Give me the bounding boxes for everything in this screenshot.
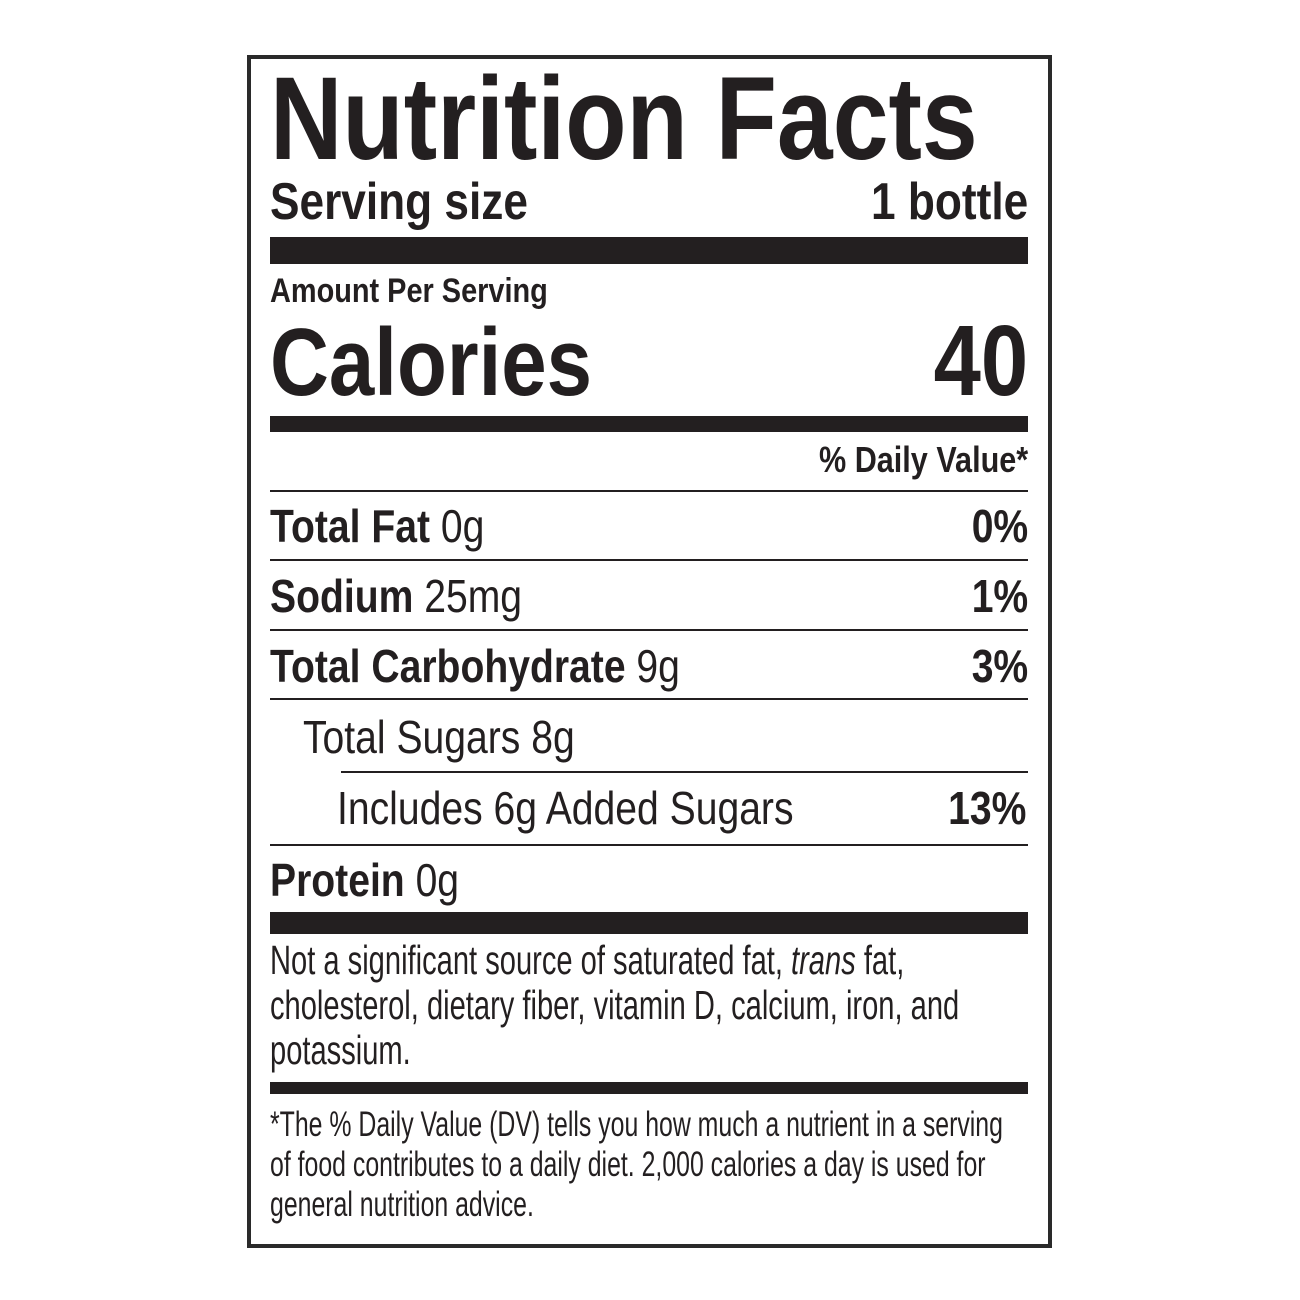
serving-size-row: Serving size 1 bottle xyxy=(270,175,1028,229)
nutrient-row-total-fat: Total Fat 0g 0% xyxy=(270,499,1028,553)
daily-value-footnote: *The % Daily Value (DV) tells you how mu… xyxy=(270,1105,1003,1224)
nutrient-name: Total Sugars 8g xyxy=(303,711,575,763)
divider xyxy=(270,559,1028,561)
calories-label: Calories xyxy=(270,309,593,416)
medium-divider xyxy=(270,1082,1028,1094)
nutrient-name: Total Carbohydrate xyxy=(270,640,626,692)
nutrient-row-total-sugars: Total Sugars 8g xyxy=(303,710,1061,764)
statement-italic: trans xyxy=(791,937,856,983)
nutrient-dv: 0% xyxy=(971,500,1029,552)
amount-per-serving-label: Amount Per Serving xyxy=(270,272,548,310)
amount-per-serving: Amount Per Serving xyxy=(270,273,1028,309)
nutrient-row-protein: Protein 0g xyxy=(270,853,1028,907)
nutrient-row-sodium: Sodium 25mg 1% xyxy=(270,569,1028,623)
nutrient-dv: 3% xyxy=(971,640,1029,692)
nutrient-name: Total Fat xyxy=(270,500,431,552)
divider xyxy=(341,771,1028,773)
statement-text: Not a significant source of saturated fa… xyxy=(270,937,792,983)
nutrient-dv: 13% xyxy=(948,782,1027,834)
serving-size-value: 1 bottle xyxy=(871,173,1029,231)
title: Nutrition Facts xyxy=(270,53,978,185)
nutrient-name: Protein xyxy=(270,854,405,906)
not-significant-statement: Not a significant source of saturated fa… xyxy=(270,938,1028,1073)
divider xyxy=(270,490,1028,492)
nutrient-name: Includes 6g Added Sugars xyxy=(337,782,794,834)
daily-value-header-label: % Daily Value* xyxy=(818,439,1029,480)
calories-row: Calories 40 xyxy=(270,311,1028,413)
serving-size-label: Serving size xyxy=(270,173,528,231)
statement-text: fat, cholesterol, dietary fiber, vitamin… xyxy=(270,937,960,1073)
divider xyxy=(270,629,1028,631)
nutrient-amount: 9g xyxy=(636,640,680,692)
medium-divider xyxy=(270,416,1028,432)
thick-divider xyxy=(270,237,1028,264)
calories-value: 40 xyxy=(933,305,1029,417)
nutrient-amount: 25mg xyxy=(424,570,523,622)
daily-value-header: % Daily Value* xyxy=(270,439,1028,481)
nutrient-amount: 0g xyxy=(415,854,460,906)
nutrient-amount: 0g xyxy=(440,500,485,552)
nutrition-facts-label: Nutrition Facts Serving size 1 bottle Am… xyxy=(247,55,1052,1248)
title-row: Nutrition Facts xyxy=(270,53,1028,185)
nutrient-dv: 1% xyxy=(971,570,1029,622)
divider xyxy=(270,844,1028,846)
thick-divider xyxy=(270,912,1028,934)
nutrient-row-total-carbohydrate: Total Carbohydrate 9g 3% xyxy=(270,639,1028,693)
divider xyxy=(270,698,1028,700)
nutrient-name: Sodium xyxy=(270,570,414,622)
nutrient-row-added-sugars: Includes 6g Added Sugars 13% xyxy=(337,781,1026,835)
